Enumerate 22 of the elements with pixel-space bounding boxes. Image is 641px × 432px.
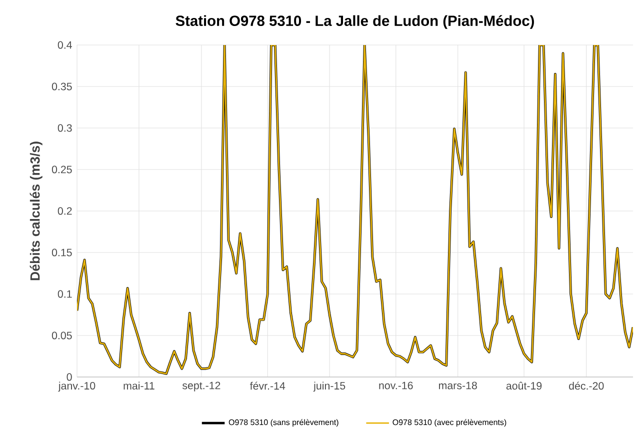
x-tick-label: août-19 xyxy=(506,382,542,390)
y-tick-label: 0.05 xyxy=(52,332,72,340)
legend-label: O978 5310 (avec prélèvements) xyxy=(392,418,506,426)
y-tick-label: 0.4 xyxy=(58,41,72,49)
y-tick-label: 0.35 xyxy=(52,82,72,90)
chart-title: Station O978 5310 - La Jalle de Ludon (Pian-Médoc) xyxy=(176,14,534,29)
x-tick-label: févr.-14 xyxy=(250,382,286,390)
y-tick-label: 0.2 xyxy=(58,207,72,215)
y-tick-label: 0.3 xyxy=(58,124,72,132)
y-tick-label: 0.15 xyxy=(52,248,72,256)
x-tick-label: déc.-20 xyxy=(569,382,604,390)
x-tick-label: juin-15 xyxy=(313,382,346,392)
x-tick-label: mars-18 xyxy=(439,382,477,390)
y-tick-label: 0.25 xyxy=(52,166,72,174)
x-tick-label: janv.-10 xyxy=(58,382,96,392)
x-tick-label: nov.-16 xyxy=(379,382,413,390)
x-tick-label: sept.-12 xyxy=(182,382,220,392)
y-axis-title: Débits calculés (m3/s) xyxy=(30,141,42,280)
legend-label: O978 5310 (sans prélèvement) xyxy=(228,418,338,426)
y-tick-label: 0 xyxy=(66,373,72,381)
y-tick-label: 0.1 xyxy=(58,290,72,298)
x-tick-label: mai-11 xyxy=(124,382,154,390)
